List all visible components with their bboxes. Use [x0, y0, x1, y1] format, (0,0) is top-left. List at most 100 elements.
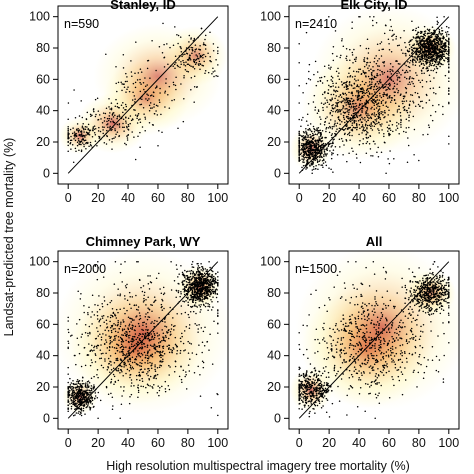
data-point — [174, 26, 176, 28]
data-point — [352, 106, 355, 108]
data-point — [167, 94, 169, 96]
data-point — [312, 152, 314, 154]
data-point — [371, 106, 373, 109]
data-point — [427, 43, 430, 45]
data-point — [443, 48, 446, 51]
data-point — [115, 98, 117, 101]
data-point — [123, 328, 126, 330]
data-point — [346, 107, 348, 110]
data-point — [347, 128, 349, 130]
data-point — [79, 413, 81, 416]
data-point — [187, 364, 190, 366]
data-point — [153, 103, 155, 106]
data-point — [408, 116, 410, 118]
data-point — [345, 139, 347, 141]
data-point — [189, 272, 192, 275]
data-point — [82, 397, 84, 400]
data-point — [155, 104, 158, 107]
data-point — [148, 378, 151, 381]
data-point — [331, 98, 333, 101]
data-point — [202, 300, 204, 303]
data-point — [161, 298, 163, 301]
data-point — [67, 347, 69, 350]
data-point — [117, 320, 119, 322]
data-point — [110, 331, 113, 334]
data-point — [173, 348, 175, 350]
data-point — [341, 40, 343, 42]
data-point — [134, 325, 137, 328]
data-point — [187, 270, 189, 272]
y-tick-label: 100 — [29, 10, 50, 24]
data-point — [198, 300, 201, 302]
data-point — [118, 339, 120, 341]
data-point — [356, 126, 358, 129]
data-point — [159, 341, 162, 343]
data-point — [195, 312, 197, 315]
data-point — [374, 83, 376, 86]
data-point — [367, 96, 370, 98]
data-point — [131, 356, 134, 359]
data-point — [343, 118, 346, 120]
data-point — [143, 351, 146, 354]
data-point — [376, 74, 378, 77]
data-point — [129, 115, 132, 117]
data-point — [199, 374, 201, 376]
data-point — [405, 118, 408, 121]
data-point — [71, 143, 74, 146]
data-point — [302, 151, 304, 153]
data-point — [411, 94, 414, 97]
data-point — [366, 126, 368, 129]
data-point — [210, 309, 213, 311]
data-point — [212, 49, 215, 52]
data-point — [132, 335, 134, 338]
data-point — [176, 268, 178, 271]
data-point — [319, 116, 321, 118]
data-point — [67, 373, 69, 375]
data-point — [211, 276, 213, 279]
data-point — [161, 131, 163, 134]
data-point — [86, 406, 88, 408]
data-point — [387, 114, 389, 116]
data-point — [376, 122, 378, 125]
data-point — [321, 152, 323, 155]
data-point — [370, 155, 372, 157]
data-point — [427, 35, 430, 38]
data-point — [144, 335, 146, 338]
data-point — [148, 349, 151, 351]
data-point — [201, 265, 203, 268]
data-point — [328, 64, 330, 66]
data-point — [352, 61, 354, 64]
data-point — [315, 84, 318, 87]
data-point — [72, 396, 74, 398]
data-point — [83, 382, 85, 385]
data-point — [130, 119, 133, 122]
data-point — [130, 307, 132, 309]
data-point — [200, 304, 202, 306]
data-point — [105, 385, 108, 388]
data-point — [141, 126, 144, 128]
data-point — [82, 135, 84, 138]
data-point — [390, 79, 393, 81]
data-point — [137, 350, 139, 352]
data-point — [70, 396, 73, 399]
data-point — [167, 337, 170, 340]
data-point — [168, 351, 171, 354]
data-point — [346, 111, 348, 113]
data-point — [181, 271, 184, 274]
data-point — [209, 286, 211, 289]
data-point — [389, 19, 392, 21]
data-point — [109, 327, 112, 329]
data-point — [365, 47, 368, 50]
data-point — [121, 370, 123, 373]
data-point — [74, 387, 77, 389]
data-point — [408, 114, 410, 116]
data-point — [145, 329, 147, 331]
data-point — [347, 109, 349, 111]
data-point — [321, 143, 323, 146]
data-point — [306, 166, 308, 169]
data-point — [309, 142, 311, 145]
data-point — [67, 407, 69, 409]
data-point — [342, 45, 345, 47]
data-point — [306, 133, 308, 136]
data-point — [198, 293, 200, 295]
